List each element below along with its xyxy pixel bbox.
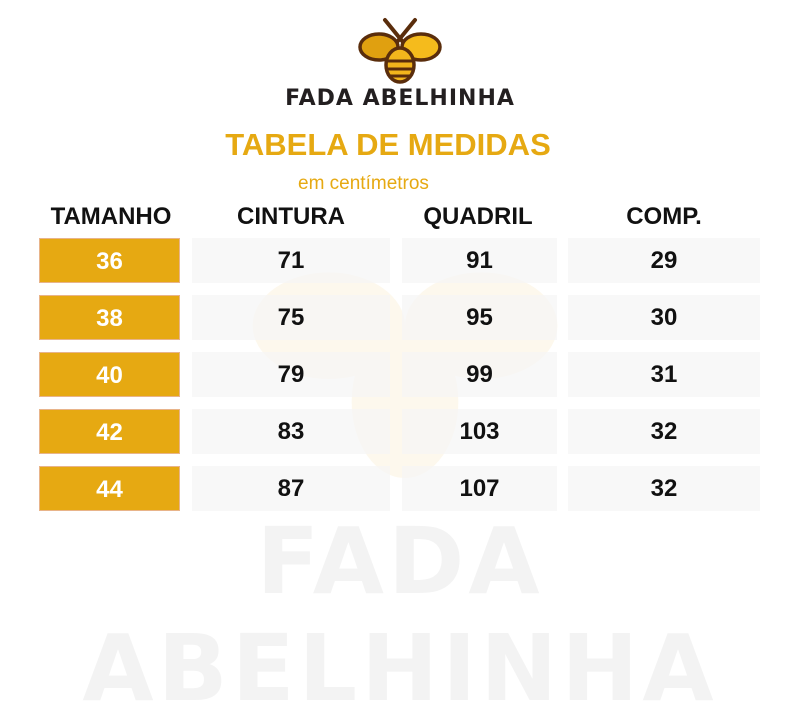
hip-cell: 103 (402, 409, 557, 454)
units-subtitle: em centímetros (298, 173, 429, 194)
brand-watermark: FADA ABELHINHA (82, 508, 718, 722)
waist-cell: 71 (192, 238, 390, 283)
length-cell: 31 (568, 352, 760, 397)
page-title: TABELA DE MEDIDAS (225, 127, 551, 162)
header-length: COMP. (626, 203, 702, 230)
hip-cell: 91 (402, 238, 557, 283)
header-size: TAMANHO (50, 203, 172, 230)
waist-cell: 83 (192, 409, 390, 454)
hip-cell: 99 (402, 352, 557, 397)
size-cell: 36 (39, 238, 180, 283)
bee-logo-icon (358, 18, 442, 84)
brand-name: FADA ABELHINHA (285, 86, 515, 111)
header-waist: CINTURA (237, 203, 345, 230)
hip-cell: 107 (402, 466, 557, 511)
waist-cell: 79 (192, 352, 390, 397)
size-cell: 40 (39, 352, 180, 397)
length-cell: 30 (568, 295, 760, 340)
length-cell: 32 (568, 466, 760, 511)
hip-cell: 95 (402, 295, 557, 340)
header-hip: QUADRIL (423, 203, 533, 230)
size-cell: 38 (39, 295, 180, 340)
length-cell: 32 (568, 409, 760, 454)
waist-cell: 75 (192, 295, 390, 340)
size-cell: 42 (39, 409, 180, 454)
length-cell: 29 (568, 238, 760, 283)
size-cell: 44 (39, 466, 180, 511)
waist-cell: 87 (192, 466, 390, 511)
